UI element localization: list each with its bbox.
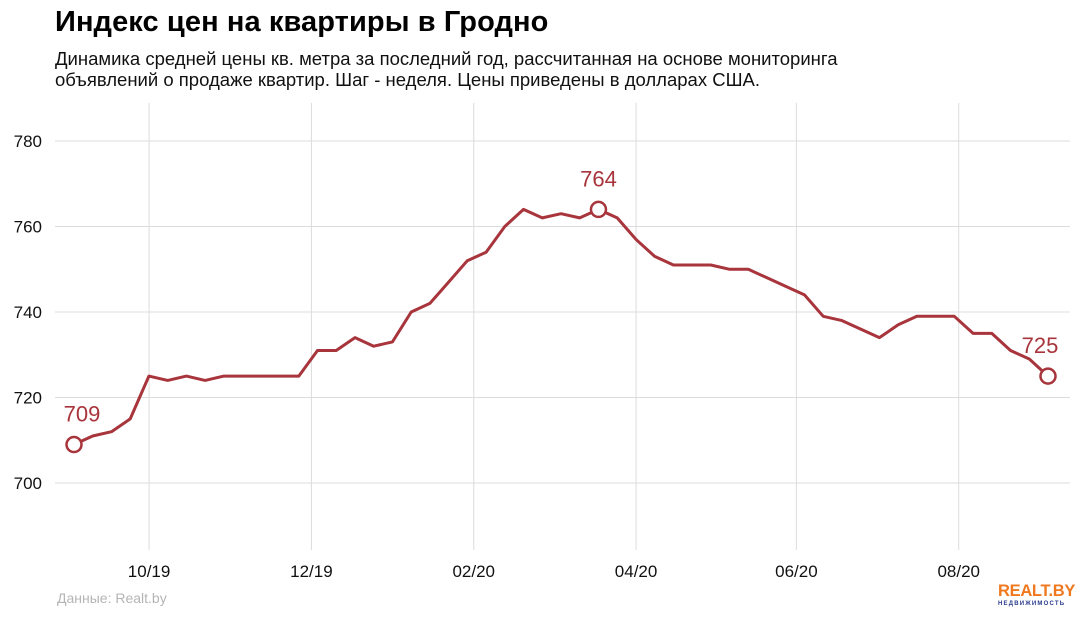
data-source-note: Данные: Realt.by <box>57 590 167 606</box>
x-tick-label: 10/19 <box>128 562 171 581</box>
y-tick-label: 720 <box>14 389 42 408</box>
y-tick-label: 760 <box>14 218 42 237</box>
y-tick-label: 740 <box>14 303 42 322</box>
grid-lines <box>55 103 1070 550</box>
realt-by-logo: REALT.BY НЕДВИЖИМОСТЬ <box>998 582 1076 609</box>
annotations: 709 764 725 <box>64 166 1059 454</box>
y-tick-label: 700 <box>14 474 42 493</box>
highlight-value-label: 709 <box>64 402 101 427</box>
highlight-value-label: 725 <box>1022 333 1059 358</box>
chart-title: Индекс цен на квартиры в Гродно <box>55 6 549 38</box>
chart-subtitle: Динамика средней цены кв. метра за после… <box>55 48 1035 90</box>
x-tick-label: 02/20 <box>452 562 495 581</box>
x-tick-label: 08/20 <box>937 562 980 581</box>
series-line <box>72 207 1050 446</box>
subtitle-line-1: Динамика средней цены кв. метра за после… <box>55 48 838 69</box>
axis-tick-labels: 700 720 740 760 780 10/19 12/19 02/20 04/20 06/20… <box>14 132 980 581</box>
highlight-value-label: 764 <box>580 166 617 191</box>
subtitle-line-2: объявлений о продаже квартир. Шаг - неде… <box>55 69 761 90</box>
x-tick-label: 12/19 <box>290 562 333 581</box>
logo-subtext: НЕДВИЖИМОСТЬ <box>998 601 1066 607</box>
highlight-point-marker <box>65 435 83 454</box>
y-tick-label: 780 <box>14 132 42 151</box>
highlight-point-marker <box>589 200 608 219</box>
series-layer <box>72 207 1050 446</box>
logo-wordmark: REALT.BY <box>998 582 1076 600</box>
x-tick-label: 04/20 <box>615 562 658 581</box>
highlight-point-marker <box>1039 367 1057 385</box>
x-tick-label: 06/20 <box>775 562 818 581</box>
